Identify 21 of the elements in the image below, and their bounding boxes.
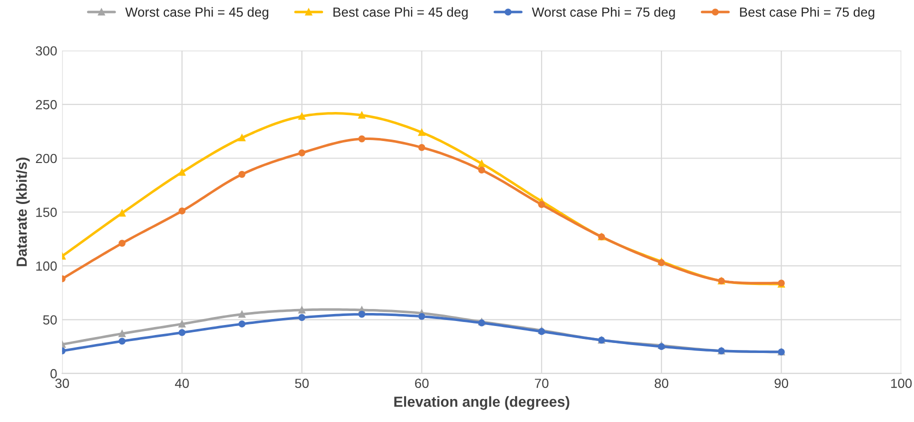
x-tick-label: 90 [774, 378, 788, 388]
y-tick-label: 150 [36, 208, 57, 217]
y-tick-label: 250 [36, 100, 57, 110]
y-tick-label: 200 [36, 154, 57, 164]
x-tick-label: 30 [55, 378, 69, 388]
y-tick-label: 300 [36, 46, 57, 56]
y-tick-label: 0 [50, 369, 57, 378]
legend-label: Worst case Phi = 75 deg [532, 7, 675, 20]
y-tick-label: 100 [36, 261, 57, 271]
legend-label: Best case Phi = 75 deg [740, 7, 874, 20]
legend-label: Worst case Phi = 45 deg [125, 7, 268, 20]
x-tick-label: 70 [534, 378, 548, 388]
x-tick-label: 60 [415, 378, 429, 388]
y-axis-title: Datarate (kbit/s) [16, 158, 30, 266]
x-tick-label: 80 [654, 378, 668, 388]
x-tick-label: 50 [295, 378, 309, 388]
y-tick-label: 50 [43, 315, 57, 325]
x-tick-label: 100 [891, 378, 912, 388]
legend-label: Best case Phi = 45 deg [334, 7, 468, 20]
x-axis-title: Elevation angle (degrees) [394, 396, 570, 410]
x-tick-label: 40 [174, 378, 189, 388]
